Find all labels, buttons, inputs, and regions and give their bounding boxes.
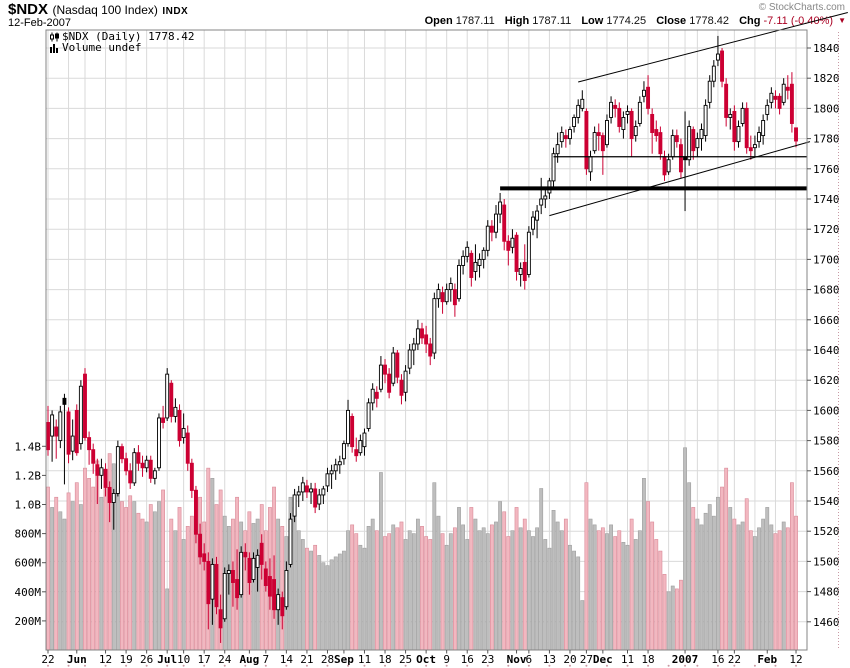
svg-text:11: 11 [358,653,371,666]
svg-text:16: 16 [461,653,474,666]
svg-text:200M: 200M [15,615,42,628]
svg-text:1580: 1580 [813,435,840,448]
symbol: $NDX [8,1,49,18]
copyright: © StockCharts.com [758,2,845,13]
svg-text:Oct: Oct [416,653,436,666]
quote-line: Open 1787.11 High 1787.11 Low 1774.25 Cl… [418,15,846,27]
open-value: 1787.11 [455,15,495,27]
svg-text:Dec: Dec [593,653,613,666]
chart-legend: $NDX (Daily) 1778.42 Volume undef [49,31,194,53]
chg-label: Chg [739,15,761,27]
header: $NDX (Nasdaq 100 Index) INDX [8,1,188,19]
svg-text:1520: 1520 [813,525,840,538]
svg-text:7: 7 [263,653,270,666]
svg-text:600M: 600M [15,557,42,570]
svg-text:Jun: Jun [67,653,87,666]
svg-text:400M: 400M [15,586,42,599]
svg-text:1740: 1740 [813,193,840,206]
svg-text:21: 21 [300,653,313,666]
svg-text:11: 11 [621,653,634,666]
svg-text:1560: 1560 [813,465,840,478]
svg-text:23: 23 [481,653,494,666]
svg-text:10: 10 [177,653,190,666]
close-label: Close [656,15,687,27]
low-value: 1774.25 [606,15,647,27]
svg-text:28: 28 [321,653,334,666]
date-axis: 22 Jun 12 19 26 Jul 10 17 24 Aug 7 14 21 28 Sep 11 18 25 O… [41,650,803,667]
upper-trendline [578,12,848,83]
svg-text:1720: 1720 [813,223,840,236]
svg-text:Aug: Aug [239,653,259,666]
open-label: Open [424,15,453,27]
svg-text:1.4B: 1.4B [15,440,42,453]
svg-text:1840: 1840 [813,42,840,55]
svg-text:1480: 1480 [813,586,840,599]
svg-text:800M: 800M [15,528,42,541]
svg-text:9: 9 [443,653,450,666]
chart-date: 12-Feb-2007 [8,17,71,29]
svg-text:1660: 1660 [813,314,840,327]
down-arrow-icon: ▼ [838,16,846,25]
svg-text:1500: 1500 [813,555,840,568]
legend-volume-line: Volume undef [62,41,142,54]
svg-text:1780: 1780 [813,133,840,146]
svg-text:1.0B: 1.0B [15,499,42,512]
svg-text:27: 27 [580,653,593,666]
high-label: High [504,15,530,27]
svg-text:1820: 1820 [813,72,840,85]
volume-bars [46,447,798,651]
chg-value: -7.11 (-0.40%) [763,15,834,27]
svg-text:18: 18 [378,653,391,666]
bar-chart-icon [49,43,60,53]
svg-text:Sep: Sep [334,653,354,666]
svg-text:12: 12 [99,653,112,666]
svg-text:13: 13 [543,653,556,666]
volume-axis: 1.4B 1.2B 1.0B 800M 600M 400M 200M [15,440,46,628]
svg-text:1.2B: 1.2B [15,469,42,482]
svg-text:Feb: Feb [757,653,777,666]
svg-text:22: 22 [41,653,54,666]
svg-text:1760: 1760 [813,163,840,176]
svg-text:1540: 1540 [813,495,840,508]
lower-trendline [549,141,811,217]
symbol-name: (Nasdaq 100 Index) [52,3,158,17]
price-axis: 1460 1480 1500 1520 1540 1560 1580 1600 1620 1640… [807,32,840,648]
svg-text:26: 26 [140,653,153,666]
symbol-exchange: INDX [162,6,189,17]
svg-text:17: 17 [198,653,211,666]
svg-text:1640: 1640 [813,344,840,357]
legend-symbol-line: $NDX (Daily) 1778.42 [62,30,195,43]
svg-text:1680: 1680 [813,284,840,297]
svg-text:24: 24 [218,653,232,666]
svg-text:1620: 1620 [813,374,840,387]
candlestick-icon [49,32,60,42]
svg-text:14: 14 [280,653,294,666]
svg-text:2007: 2007 [672,653,699,666]
svg-text:22: 22 [728,653,741,666]
low-label: Low [581,15,604,27]
svg-text:12: 12 [789,653,802,666]
svg-text:1600: 1600 [813,404,840,417]
svg-text:25: 25 [399,653,412,666]
svg-text:6: 6 [526,653,533,666]
svg-text:1700: 1700 [813,253,840,266]
svg-text:19: 19 [119,653,132,666]
svg-text:Nov: Nov [507,653,527,666]
candlesticks [46,35,798,643]
annotation-lines [500,12,848,217]
high-value: 1787.11 [532,15,572,27]
svg-text:1800: 1800 [813,102,840,115]
close-value: 1778.42 [689,15,729,27]
svg-text:16: 16 [711,653,724,666]
svg-text:1460: 1460 [813,616,840,629]
svg-text:Jul: Jul [157,653,177,666]
svg-text:20: 20 [563,653,576,666]
svg-text:18: 18 [641,653,654,666]
